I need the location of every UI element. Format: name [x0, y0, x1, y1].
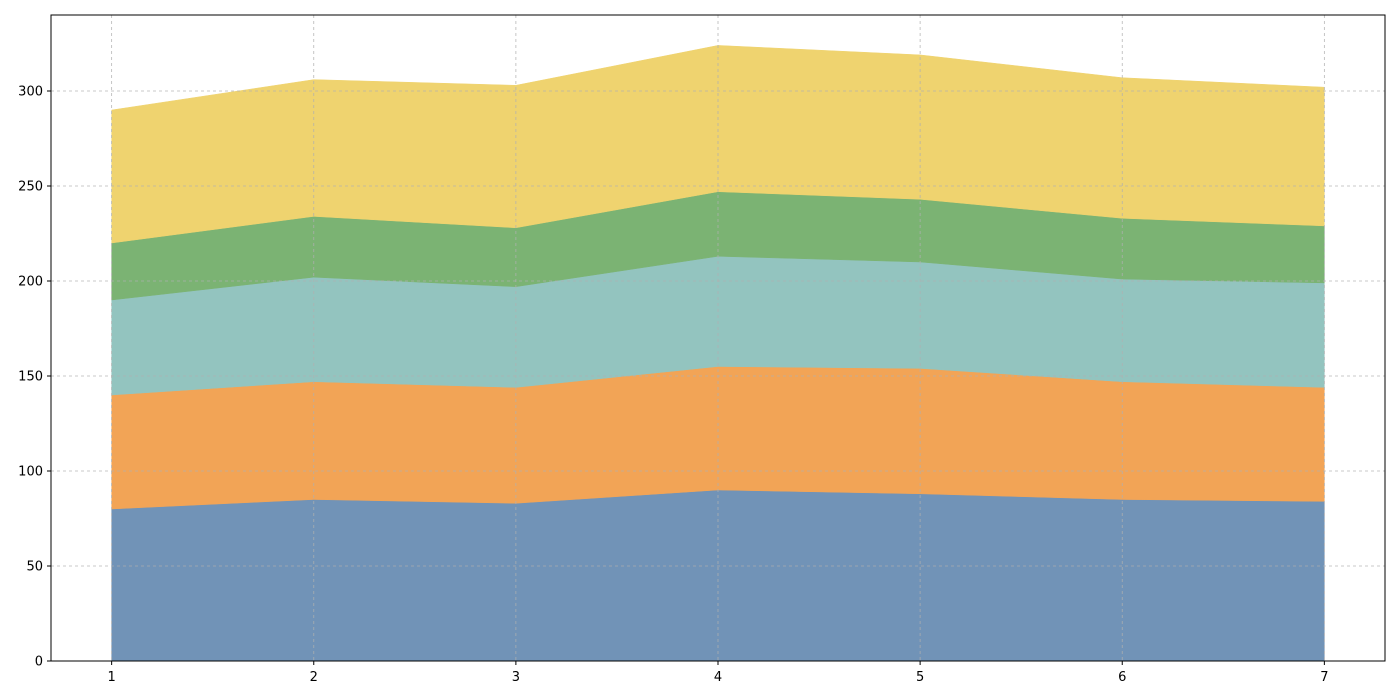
x-tick-label: 3	[512, 670, 520, 685]
y-tick-label: 200	[18, 275, 43, 290]
y-tick-label: 50	[26, 560, 43, 575]
x-tick-label: 2	[310, 670, 318, 685]
x-tick-label: 7	[1320, 670, 1328, 685]
x-tick-label: 6	[1118, 670, 1126, 685]
y-tick-label: 300	[18, 85, 43, 100]
axes: 1 2 3 4 5 6 7 0 50 100 150 200 250 300	[18, 14, 1386, 685]
y-tick-label: 150	[18, 370, 43, 385]
x-tick-label: 4	[714, 670, 722, 685]
area-layers	[111, 45, 1325, 662]
x-tick-label: 1	[107, 670, 115, 685]
y-tick-label: 250	[18, 180, 43, 195]
y-tick-label: 100	[18, 465, 43, 480]
y-tick-label: 0	[35, 655, 43, 670]
x-tick-label: 5	[916, 670, 924, 685]
